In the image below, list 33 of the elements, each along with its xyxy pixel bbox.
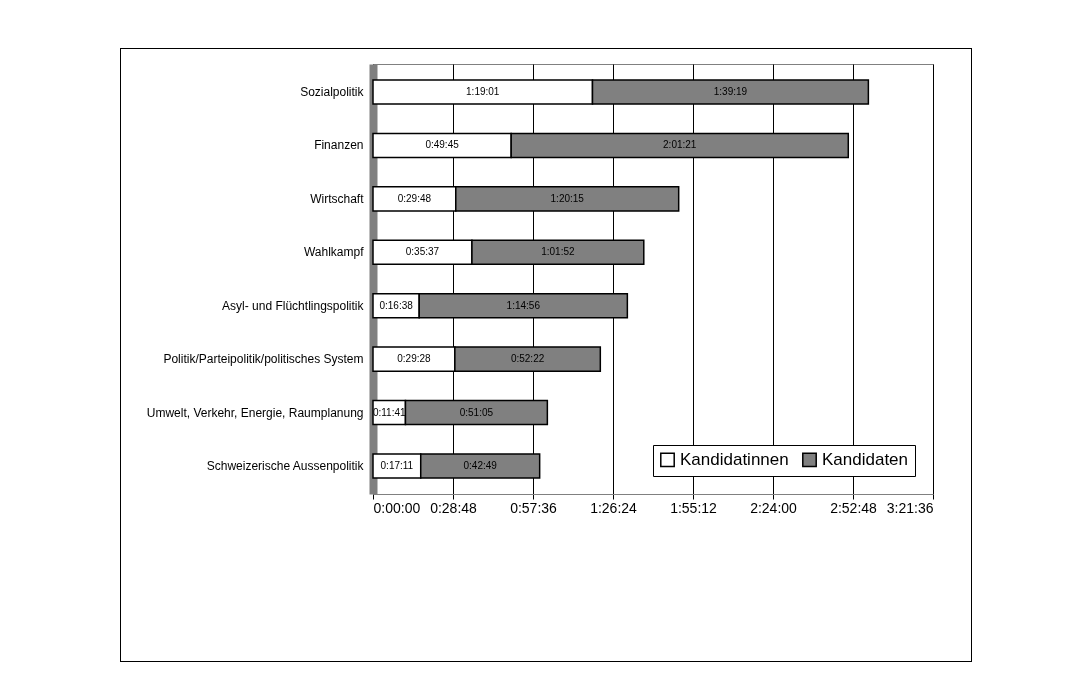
data-label: 0:29:48 — [397, 192, 432, 204]
y-tick-label: Politik/Parteipolitik/politisches System — [163, 352, 364, 367]
x-tick-label: 0:28:48 — [430, 499, 478, 516]
data-label: 1:19:01 — [466, 86, 500, 98]
y-tick-label: Schweizerische Aussenpolitik — [206, 458, 365, 473]
data-label: 0:42:49 — [463, 459, 498, 471]
y-tick-label: Wirtschaft — [310, 191, 365, 206]
data-label: 1:01:52 — [541, 246, 575, 258]
data-label: 0:17:11 — [380, 459, 414, 471]
x-tick-label: 2:24:00 — [750, 499, 798, 516]
data-label: 1:20:15 — [550, 192, 585, 204]
data-label: 0:52:22 — [510, 353, 545, 365]
data-label: 1:14:56 — [506, 299, 541, 311]
data-label: 0:51:05 — [459, 406, 494, 418]
data-label: 1:39:19 — [713, 86, 748, 98]
x-tick-label: 0:57:36 — [510, 499, 558, 516]
legend-label: Kandidatinnen — [680, 449, 789, 469]
data-label: 2:01:21 — [663, 139, 697, 151]
y-tick-label: Finanzen — [314, 138, 364, 153]
y-tick-label: Wahlkampf — [303, 245, 365, 260]
x-tick-label: 0:00:00 — [373, 499, 421, 516]
x-tick-label: 1:26:24 — [590, 499, 638, 516]
data-label: 0:49:45 — [425, 139, 460, 151]
y-tick-label: Sozialpolitik — [300, 85, 365, 100]
x-tick-label: 2:52:48 — [830, 499, 878, 516]
legend-label: Kandidaten — [822, 449, 909, 469]
data-label: 0:16:38 — [379, 299, 414, 311]
data-label: 0:35:37 — [405, 246, 440, 258]
y-tick-label: Umwelt, Verkehr, Energie, Raumplanung — [146, 405, 364, 420]
y-tick-label: Asyl- und Flüchtlingspolitik — [222, 298, 365, 313]
x-tick-label: 3:21:36 — [886, 499, 934, 516]
x-tick-label: 1:55:12 — [670, 499, 718, 516]
data-label: 0:29:28 — [397, 353, 432, 365]
